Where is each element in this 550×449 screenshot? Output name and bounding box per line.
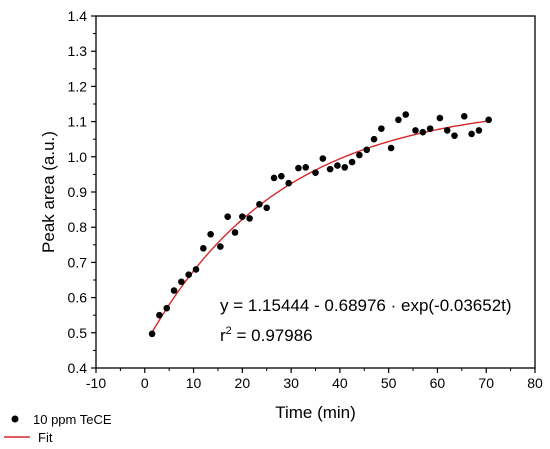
y-tick-label: 0.4 bbox=[68, 360, 88, 376]
y-tick-label: 1.1 bbox=[68, 114, 88, 130]
y-tick-label: 0.8 bbox=[68, 219, 88, 235]
data-point bbox=[412, 127, 419, 134]
legend: 10 ppm TeCE Fit bbox=[4, 412, 112, 445]
data-point bbox=[426, 125, 434, 132]
data-point bbox=[475, 127, 483, 134]
plot-frame bbox=[95, 15, 536, 369]
x-tick-label: 30 bbox=[283, 375, 299, 391]
data-point bbox=[443, 127, 451, 134]
ticks-layer: -10 0 10 20 30 40 50 60 70 80 0.4 0.5 0.6 0.7 0.8 0.9 1.… bbox=[68, 8, 543, 391]
data-point bbox=[192, 266, 200, 273]
points-layer bbox=[148, 111, 492, 338]
data-point bbox=[278, 172, 285, 180]
data-point bbox=[387, 144, 395, 152]
x-tick-label: 0 bbox=[141, 375, 149, 391]
data-point bbox=[341, 164, 349, 171]
data-point bbox=[156, 311, 163, 319]
y-tick-label: 0.7 bbox=[68, 254, 88, 270]
data-point bbox=[319, 155, 327, 162]
x-tick-label: 80 bbox=[527, 375, 543, 391]
x-tick-label: -10 bbox=[86, 375, 106, 391]
x-tick-label: 40 bbox=[332, 375, 348, 391]
y-tick-label: 1.4 bbox=[68, 8, 88, 24]
data-point bbox=[356, 151, 363, 159]
data-point bbox=[302, 164, 310, 171]
data-point bbox=[185, 271, 192, 279]
data-point bbox=[348, 158, 356, 166]
y-tick-label: 0.5 bbox=[68, 325, 88, 341]
data-point bbox=[334, 162, 341, 169]
data-point bbox=[270, 174, 278, 182]
data-point bbox=[178, 278, 185, 286]
data-point bbox=[239, 213, 246, 220]
data-point bbox=[312, 169, 319, 176]
data-point bbox=[148, 330, 156, 338]
fit-equation: y = 1.15444 - 0.68976 · exp(-0.03652t) bbox=[220, 296, 512, 315]
data-point bbox=[378, 125, 385, 132]
y-tick-label: 1.3 bbox=[68, 43, 88, 59]
x-tick-label: 20 bbox=[235, 375, 251, 391]
legend-label-data: 10 ppm TeCE bbox=[33, 412, 112, 427]
data-point bbox=[419, 128, 427, 136]
y-tick-label: 0.6 bbox=[68, 290, 88, 306]
y-axis-title: Peak area (a.u.) bbox=[39, 131, 58, 253]
data-point bbox=[451, 132, 458, 139]
r-squared-prefix: r bbox=[220, 326, 226, 345]
data-point bbox=[295, 164, 302, 172]
data-point bbox=[256, 201, 263, 208]
y-tick-label: 1.2 bbox=[68, 78, 88, 94]
data-point bbox=[285, 179, 292, 187]
legend-marker-circle bbox=[11, 415, 19, 423]
x-axis-title: Time (min) bbox=[275, 403, 356, 422]
data-point bbox=[326, 165, 334, 173]
data-point bbox=[485, 116, 492, 124]
data-point bbox=[207, 230, 214, 238]
data-point bbox=[170, 287, 178, 294]
x-tick-label: 60 bbox=[430, 375, 446, 391]
data-point bbox=[224, 213, 231, 220]
data-point bbox=[363, 146, 371, 154]
data-point bbox=[395, 116, 402, 124]
y-tick-label: 1.0 bbox=[68, 149, 88, 165]
data-point bbox=[163, 304, 171, 312]
data-point bbox=[263, 204, 271, 212]
data-point bbox=[200, 245, 207, 252]
x-tick-label: 50 bbox=[381, 375, 397, 391]
y-tick-label: 0.9 bbox=[68, 184, 88, 200]
data-point bbox=[436, 114, 444, 122]
data-point bbox=[370, 135, 378, 143]
r-squared: r2 = 0.97986 bbox=[220, 325, 313, 345]
x-tick-label: 70 bbox=[478, 375, 494, 391]
data-point bbox=[231, 229, 239, 236]
r-squared-value: = 0.97986 bbox=[232, 326, 313, 345]
data-point bbox=[246, 215, 253, 222]
r-squared-exponent: 2 bbox=[226, 325, 232, 337]
data-point bbox=[217, 243, 224, 250]
data-point bbox=[460, 113, 468, 120]
data-point bbox=[468, 130, 475, 138]
legend-label-fit: Fit bbox=[38, 430, 53, 445]
x-tick-label: 10 bbox=[186, 375, 202, 391]
data-point bbox=[402, 111, 410, 118]
